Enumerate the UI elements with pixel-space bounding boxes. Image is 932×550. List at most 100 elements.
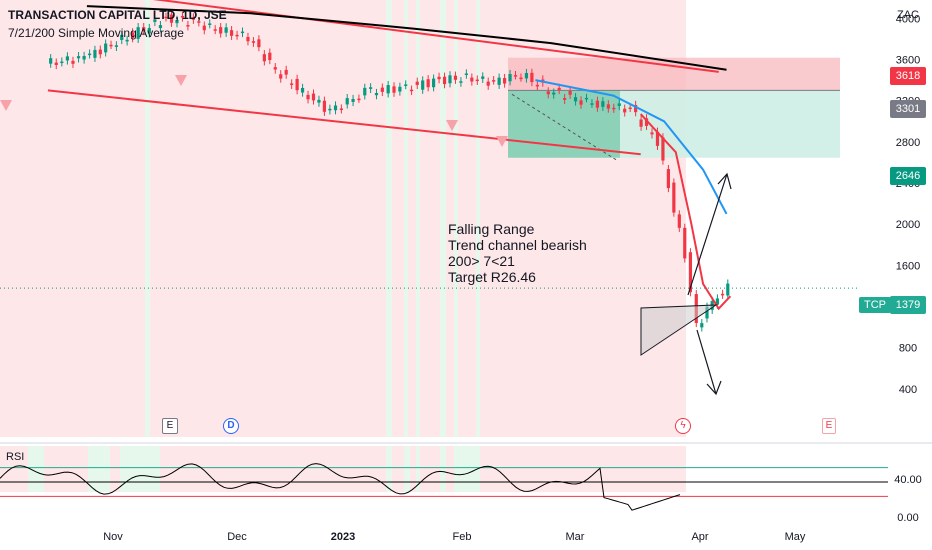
candle-body bbox=[721, 293, 725, 296]
candle-body bbox=[120, 34, 124, 40]
candle-body bbox=[224, 27, 228, 33]
candle-body bbox=[153, 19, 157, 22]
breakdown-arrow bbox=[696, 329, 717, 395]
candle-body bbox=[71, 60, 75, 64]
candle-body bbox=[284, 69, 288, 75]
candle-body bbox=[229, 30, 234, 36]
candle-body bbox=[93, 49, 97, 58]
candle-body bbox=[470, 77, 474, 82]
candle-body bbox=[87, 53, 92, 56]
candle-body bbox=[486, 81, 490, 86]
rsi-bull-strip bbox=[440, 446, 446, 492]
note-line-4: Target R26.46 bbox=[448, 269, 536, 285]
candle-body bbox=[481, 76, 485, 79]
symbol-title[interactable]: TRANSACTION CAPITAL LTD, 1D, JSE bbox=[8, 8, 227, 22]
candle-body bbox=[333, 105, 338, 111]
analysis-note: Falling Range Trend channel bearish 200>… bbox=[448, 221, 587, 285]
candle-body bbox=[612, 107, 616, 110]
candle-body bbox=[54, 62, 58, 65]
rsi-pane bbox=[0, 442, 932, 511]
stop-price-badge: 3618 bbox=[890, 67, 926, 85]
candle-body bbox=[208, 23, 212, 25]
candle-body bbox=[513, 75, 518, 77]
split-icon[interactable]: ϟ bbox=[675, 418, 691, 434]
candle-body bbox=[650, 132, 654, 135]
candle-body bbox=[634, 104, 638, 113]
bullish-strip bbox=[416, 0, 420, 437]
rsi-legend[interactable]: RSI bbox=[6, 451, 25, 463]
candle-body bbox=[49, 58, 53, 64]
candle-body bbox=[322, 100, 327, 112]
breakdown-arrowhead bbox=[706, 380, 722, 396]
candle-body bbox=[453, 75, 458, 80]
candle-body bbox=[617, 103, 621, 106]
indicator-legend[interactable]: 7/21/200 Simple Moving Average bbox=[8, 26, 184, 40]
candle-body bbox=[595, 100, 600, 108]
time-tick-label: May bbox=[785, 531, 806, 543]
price-tick-label: 2000 bbox=[896, 219, 920, 231]
time-tick-label: Nov bbox=[103, 531, 123, 543]
candle-body bbox=[273, 67, 277, 70]
candle-body bbox=[262, 54, 266, 62]
candle-body bbox=[655, 131, 660, 146]
candle-body bbox=[279, 74, 283, 79]
candle-body bbox=[114, 45, 118, 47]
rsi-bull-strip bbox=[120, 446, 160, 492]
time-tick-label: Feb bbox=[453, 531, 472, 543]
time-tick-label: Dec bbox=[227, 531, 247, 543]
candle-body bbox=[125, 39, 129, 42]
candle-body bbox=[497, 77, 501, 85]
candle-body bbox=[683, 227, 687, 259]
bullish-strip bbox=[454, 0, 458, 437]
bullish-strip bbox=[404, 0, 408, 437]
candle-body bbox=[519, 77, 523, 80]
candle-body bbox=[623, 108, 627, 113]
time-tick-label: Apr bbox=[691, 531, 708, 543]
candle-body bbox=[300, 87, 305, 93]
breakout-arrowhead bbox=[717, 172, 732, 190]
earnings-upcoming-icon[interactable]: E bbox=[822, 418, 836, 434]
sell-signal-icon bbox=[0, 100, 12, 111]
candle-body bbox=[552, 92, 556, 95]
candle-body bbox=[142, 27, 146, 32]
price-tick-label: 2800 bbox=[896, 137, 920, 149]
channel-lower-line bbox=[47, 89, 641, 156]
candle-body bbox=[136, 27, 140, 39]
candle-body bbox=[363, 87, 367, 96]
dividend-icon[interactable]: D bbox=[223, 418, 239, 434]
candle-body bbox=[546, 91, 550, 95]
candle-body bbox=[251, 41, 256, 43]
candle-body bbox=[557, 87, 561, 90]
breakout-arrow bbox=[687, 173, 728, 296]
candle-body bbox=[357, 98, 361, 101]
entry-price-badge: 3301 bbox=[890, 100, 926, 118]
candle-body bbox=[432, 78, 436, 88]
earnings-icon[interactable]: E bbox=[162, 418, 178, 434]
candle-body bbox=[590, 103, 594, 105]
moving-averages bbox=[86, 5, 732, 311]
candle-body bbox=[60, 61, 64, 64]
candle-body bbox=[573, 97, 578, 102]
candle-body bbox=[202, 25, 206, 31]
candle-body bbox=[464, 73, 468, 75]
candle-body bbox=[459, 81, 463, 83]
price-tick-label: 3600 bbox=[896, 55, 920, 67]
candle-body bbox=[82, 55, 86, 60]
candle-body bbox=[328, 108, 332, 111]
candle-body bbox=[339, 108, 343, 111]
candle-body bbox=[104, 43, 108, 53]
candle-body bbox=[191, 17, 195, 20]
candle-body bbox=[492, 80, 496, 82]
candle-body bbox=[158, 25, 163, 29]
candle-body bbox=[535, 84, 539, 87]
candle-body bbox=[175, 19, 179, 24]
candle-body bbox=[563, 98, 567, 100]
rsi-bull-strip bbox=[88, 446, 110, 492]
candle-body bbox=[568, 91, 572, 95]
ticker-tag: TCP bbox=[859, 297, 891, 313]
candle-body bbox=[130, 32, 135, 39]
candle-body bbox=[426, 79, 430, 88]
candle-body bbox=[213, 29, 217, 31]
candle-body bbox=[688, 252, 693, 293]
